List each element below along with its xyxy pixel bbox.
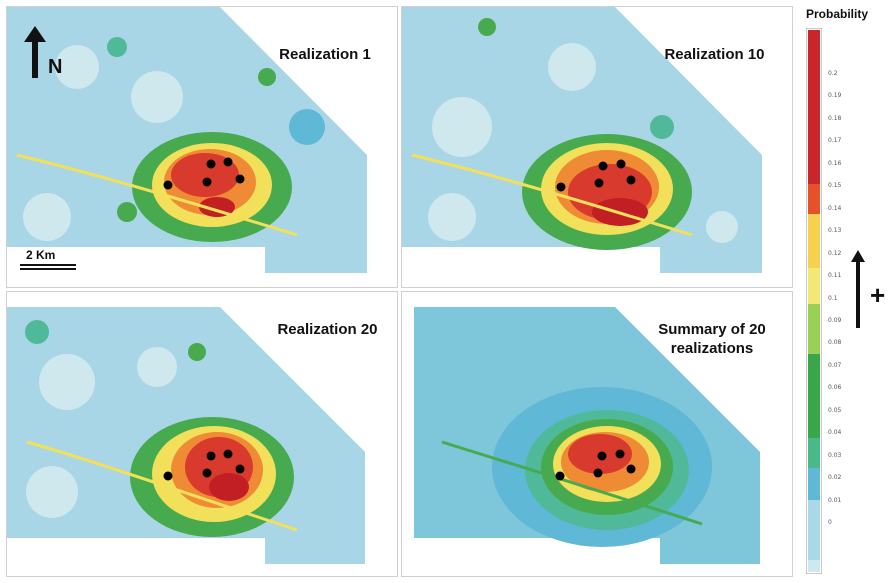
well-marker xyxy=(202,468,212,478)
low-zone xyxy=(548,43,596,91)
plus-sign: + xyxy=(870,280,886,310)
well-marker xyxy=(206,451,216,461)
well-marker xyxy=(223,449,233,459)
map-panel-realization-20: Realization 20 xyxy=(6,291,398,577)
color-bar-tick-label: 0.18 xyxy=(828,114,842,122)
map-panel-realization-1: Realization 1 xyxy=(6,6,398,288)
probability-map xyxy=(402,7,762,273)
scale-bar: 2 Km xyxy=(18,248,80,270)
well-marker xyxy=(626,464,636,474)
green-patch xyxy=(25,320,49,344)
low-zone xyxy=(432,97,492,157)
scale-label: 2 Km xyxy=(26,248,56,262)
low-zone xyxy=(55,45,99,89)
map-panel-realization-10: Realization 10 xyxy=(401,6,793,288)
color-bar-tick-label: 0.2 xyxy=(828,70,838,77)
north-label: N xyxy=(48,56,63,78)
low-zone xyxy=(428,193,476,241)
probability-map xyxy=(414,307,760,564)
color-bar-tick-label: 0.11 xyxy=(828,272,842,280)
well-marker xyxy=(598,161,608,171)
north-arrow-icon xyxy=(24,26,46,78)
color-bar-tick-label: 0 xyxy=(828,519,832,526)
green-patch xyxy=(188,343,206,361)
color-bar-tick-label: 0.13 xyxy=(828,227,842,235)
color-bar-tick-label: 0.12 xyxy=(828,249,842,257)
panel-title: Summary of 20 realizations xyxy=(658,321,766,357)
color-bar-tick-label: 0.01 xyxy=(828,496,842,504)
color-bar-tick-label: 0.19 xyxy=(828,92,842,100)
north-arrow: N xyxy=(22,26,72,84)
color-bar-tick-label: 0.04 xyxy=(828,429,842,437)
low-zone xyxy=(23,193,71,241)
panel-title: Realization 10 xyxy=(664,46,765,63)
green-patch xyxy=(258,68,276,86)
fault-trace xyxy=(441,440,703,526)
color-bar-tick-label: 0.02 xyxy=(828,474,842,482)
fault-trace xyxy=(411,153,693,237)
color-bar-tick-label: 0.07 xyxy=(828,361,842,369)
probability-map xyxy=(7,307,365,564)
well-marker xyxy=(593,468,603,478)
color-bar-tick-label: 0.16 xyxy=(828,159,842,167)
low-zone xyxy=(26,466,78,518)
color-bar-tick-label: 0.09 xyxy=(828,316,842,324)
green-patch xyxy=(117,202,137,222)
color-bar-tick-label: 0.05 xyxy=(828,406,842,414)
green-patch xyxy=(650,115,674,139)
fault-trace xyxy=(16,153,298,237)
well-marker xyxy=(556,182,566,192)
panel-title: Realization 1 xyxy=(279,46,371,63)
green-patch xyxy=(107,37,127,57)
color-bar-tick-label: 0.06 xyxy=(828,384,842,392)
color-bar-tick-label: 0.08 xyxy=(828,339,842,347)
well-marker xyxy=(163,471,173,481)
low-zone xyxy=(706,211,738,243)
well-marker xyxy=(202,177,212,187)
color-bar-tick-label: 0.17 xyxy=(828,137,842,145)
color-bar-tick-label: 0.14 xyxy=(828,204,842,212)
map-panel-summary: Summary of 20 realizations xyxy=(401,291,793,577)
green-patch xyxy=(478,18,496,36)
well-marker xyxy=(594,178,604,188)
well-marker xyxy=(163,180,173,190)
fault-trace xyxy=(26,440,298,532)
well-marker xyxy=(235,174,245,184)
increase-indicator: + xyxy=(848,250,888,330)
probability-zone-red xyxy=(209,473,249,501)
well-marker xyxy=(597,451,607,461)
well-marker xyxy=(235,464,245,474)
color-bar xyxy=(806,28,822,574)
well-marker xyxy=(616,159,626,169)
scale-bar-icon xyxy=(20,264,76,270)
low-zone xyxy=(137,347,177,387)
panel-title: Realization 20 xyxy=(277,321,378,338)
color-bar-tick-label: 0.03 xyxy=(828,451,842,459)
well-marker xyxy=(626,175,636,185)
color-bar-tick-label: 0.15 xyxy=(828,182,842,190)
probability-map xyxy=(7,7,367,273)
well-marker xyxy=(615,449,625,459)
medium-zone xyxy=(289,109,325,145)
up-arrow-icon xyxy=(851,250,865,328)
well-marker xyxy=(223,157,233,167)
probability-zone-red xyxy=(171,153,239,197)
legend-title: Probability xyxy=(806,7,869,21)
well-marker xyxy=(555,471,565,481)
low-zone xyxy=(39,354,95,410)
well-marker xyxy=(206,159,216,169)
color-bar-tick-label: 0.1 xyxy=(828,294,838,302)
low-zone xyxy=(131,71,183,123)
